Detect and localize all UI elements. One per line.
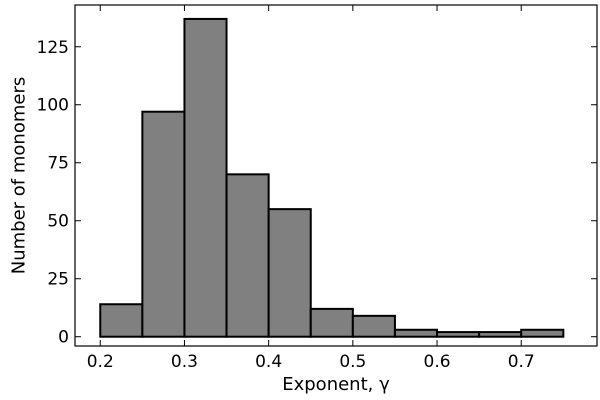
y-tick-label: 100 xyxy=(37,96,69,116)
y-tick-label: 75 xyxy=(47,154,69,174)
histogram-bar-10 xyxy=(520,328,565,338)
histogram-bar-7 xyxy=(393,328,439,338)
axis-ticks xyxy=(75,5,597,346)
y-tick-label: 25 xyxy=(47,270,69,290)
x-tick-label: 0.3 xyxy=(171,352,198,372)
y-tick-label: 125 xyxy=(37,38,69,58)
y-axis-label: Number of monomers xyxy=(8,77,29,274)
histogram-bar-0 xyxy=(99,303,144,338)
x-axis-label: Exponent, γ xyxy=(282,374,390,395)
histogram-bar-1 xyxy=(141,110,186,338)
histogram-bar-4 xyxy=(267,208,312,338)
plot-frame xyxy=(74,4,598,347)
x-tick-label: 0.4 xyxy=(255,352,282,372)
y-tick-label: 50 xyxy=(47,212,69,232)
histogram-bar-5 xyxy=(309,307,354,338)
histogram-bar-2 xyxy=(183,17,228,338)
histogram-bar-8 xyxy=(436,331,481,338)
x-tick-label: 0.7 xyxy=(508,352,535,372)
histogram-bar-3 xyxy=(225,173,270,338)
x-tick-label: 0.5 xyxy=(339,352,366,372)
histogram-bar-6 xyxy=(351,314,396,338)
x-tick-label: 0.6 xyxy=(424,352,451,372)
histogram-bars xyxy=(99,17,565,338)
x-tick-label: 0.2 xyxy=(87,352,114,372)
histogram-bar-9 xyxy=(478,331,523,338)
tick-labels: 0.2 0.3 0.4 0.5 0.6 0.7 0 25 50 75 100 125 xyxy=(37,38,535,372)
y-tick-label: 0 xyxy=(58,328,69,348)
